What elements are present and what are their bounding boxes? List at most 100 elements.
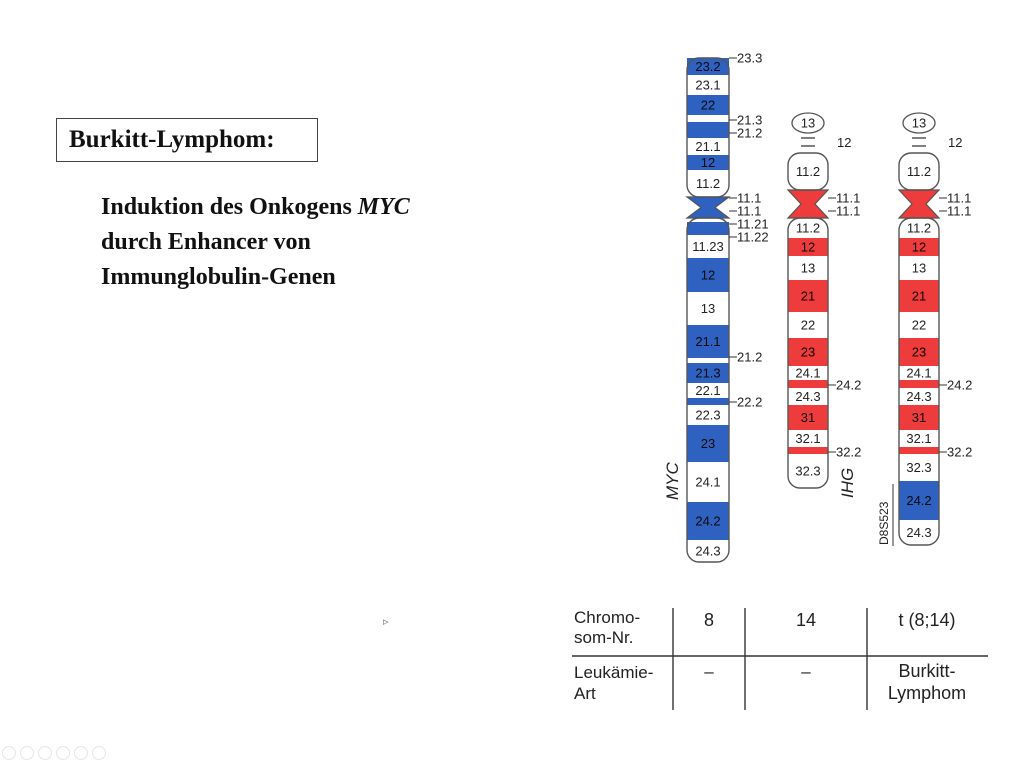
chr14-q-band bbox=[788, 388, 828, 405]
der14-q-band bbox=[899, 481, 939, 520]
table-cell-translocation: t (8;14) bbox=[898, 610, 956, 630]
chr14-side-label: 24.2 bbox=[836, 378, 861, 393]
der14-band-label: 24.3 bbox=[906, 389, 931, 404]
chr8-band-label: 24.3 bbox=[695, 544, 720, 559]
der14-side-label: 11.1 bbox=[947, 204, 971, 219]
chr8-centromere bbox=[685, 196, 731, 219]
chr14-q-band bbox=[788, 380, 828, 388]
chr14-p-arm-outline bbox=[787, 152, 829, 191]
chr8-side-label: 11.22 bbox=[737, 230, 769, 245]
der14-q-arm-outline bbox=[898, 217, 940, 546]
chr14-q-band bbox=[788, 218, 828, 238]
chr14-satellite-label: 13 bbox=[801, 116, 815, 131]
chr8-band-label: 11.23 bbox=[692, 239, 724, 254]
der14-band-label: 11.2 bbox=[907, 164, 931, 179]
chr8-band-label: 23.1 bbox=[695, 78, 720, 93]
der14-q-band bbox=[899, 454, 939, 481]
chr14-q-band bbox=[788, 312, 828, 338]
chr8-q-band bbox=[687, 502, 729, 540]
chr14-band-label: 23 bbox=[801, 345, 815, 360]
chr8-q-band bbox=[687, 425, 729, 462]
chr8-chromosome: 23.223.12221.11211.211.23121321.121.322.… bbox=[663, 51, 769, 563]
prev-slide-icon[interactable] bbox=[2, 746, 16, 760]
mouse-cursor-icon: ▹ bbox=[383, 615, 389, 628]
chr14-q-band bbox=[788, 280, 828, 312]
table-row2-header: Leukämie- Art bbox=[574, 663, 654, 703]
chr8-p-band bbox=[687, 155, 729, 170]
der14-chromosome: 11.2 11.2 12 13 21 22 23 24.1 24.3 31 32.1 32.3 24.2… bbox=[877, 112, 972, 546]
der14-q-band bbox=[899, 218, 939, 238]
der14-q-band bbox=[899, 405, 939, 430]
chr14-satellite bbox=[791, 112, 825, 134]
chr8-q-band bbox=[687, 383, 729, 398]
chr8-p-band bbox=[687, 122, 729, 138]
slide-description: Induktion des Onkogens MYC durch Enhance… bbox=[101, 190, 410, 295]
der14-centromere bbox=[897, 189, 941, 219]
ihg-gene-label: IHG bbox=[838, 468, 857, 498]
chr8-band-label: 12 bbox=[701, 268, 715, 283]
chr8-p-arm-outline bbox=[686, 57, 730, 198]
next-slide-icon[interactable] bbox=[20, 746, 34, 760]
chr8-side-label: 11.21 bbox=[737, 217, 769, 232]
der14-satellite bbox=[902, 112, 936, 134]
chr14-side-label: 32.2 bbox=[836, 445, 861, 460]
pen-icon[interactable] bbox=[38, 746, 52, 760]
der14-band-label: 13 bbox=[912, 261, 926, 276]
myc-gene-label: MYC bbox=[663, 462, 682, 501]
der14-q-band bbox=[899, 447, 939, 454]
description-line-2: durch Enhancer von bbox=[101, 229, 311, 255]
der14-q-band bbox=[899, 388, 939, 405]
slides-icon[interactable] bbox=[56, 746, 70, 760]
chr8-q-band bbox=[687, 358, 729, 363]
chr8-side-label: 21.2 bbox=[737, 350, 762, 365]
der14-stalk-label: 12 bbox=[948, 135, 962, 150]
slide-title: Burkitt-Lymphom: bbox=[56, 118, 318, 162]
der14-q-band bbox=[899, 380, 939, 388]
slide-toolbar bbox=[2, 746, 106, 760]
chr8-band-label: 23 bbox=[701, 436, 715, 451]
description-line-3: Immunglobulin-Genen bbox=[101, 264, 336, 290]
chr14-q-band bbox=[788, 447, 828, 454]
der14-band-label: 32.3 bbox=[906, 460, 931, 475]
chr14-band-label: 12 bbox=[801, 240, 815, 255]
der14-q-band bbox=[899, 256, 939, 280]
zoom-icon[interactable] bbox=[74, 746, 88, 760]
der14-band-label: 12 bbox=[912, 240, 926, 255]
chr14-band-label: 32.3 bbox=[795, 464, 820, 479]
chr8-p-band bbox=[687, 138, 729, 155]
chr8-p-band bbox=[687, 170, 729, 197]
chr8-band-label: 12 bbox=[701, 155, 715, 170]
der14-p-arm-outline bbox=[898, 152, 940, 191]
chr14-q-band bbox=[788, 256, 828, 280]
der14-side-label: 32.2 bbox=[947, 445, 972, 460]
chr14-band-label: 31 bbox=[801, 410, 815, 425]
chr14-stalk-label: 12 bbox=[837, 135, 851, 150]
chr8-q-band bbox=[687, 218, 729, 222]
chr8-band-label: 21.1 bbox=[695, 139, 720, 154]
chr8-band-label: 24.2 bbox=[695, 514, 720, 529]
der14-q-band bbox=[899, 520, 939, 545]
chr14-q-band bbox=[788, 430, 828, 447]
table-cell-leukemia-8: – bbox=[704, 662, 714, 681]
chr8-p-band bbox=[687, 95, 729, 115]
chromosomes-layer: 23.223.12221.11211.211.23121321.121.322.… bbox=[663, 51, 972, 563]
der14-side-label: 24.2 bbox=[947, 378, 972, 393]
myc-gene-name: MYC bbox=[357, 194, 410, 220]
der14-band-label: 24.2 bbox=[906, 493, 931, 508]
chr8-side-label: 11.1 bbox=[737, 204, 761, 219]
chr8-band-label: 11.2 bbox=[696, 176, 720, 191]
chr14-p-band bbox=[788, 153, 828, 190]
der14-side-label: 11.1 bbox=[947, 191, 971, 206]
d8s523-marker-label: D8S523 bbox=[877, 501, 891, 545]
table-grid bbox=[572, 608, 988, 710]
table-cell-leukemia-14: – bbox=[801, 662, 811, 681]
chr8-side-label: 22.2 bbox=[737, 395, 762, 410]
table-cell-chr14: 14 bbox=[795, 610, 817, 630]
chr8-q-band bbox=[687, 292, 729, 325]
chr14-q-band bbox=[788, 338, 828, 366]
more-icon[interactable] bbox=[92, 746, 106, 760]
chr8-p-band bbox=[687, 58, 729, 75]
chr8-q-band bbox=[687, 540, 729, 562]
chr14-centromere bbox=[786, 189, 830, 219]
chr14-band-label: 11.2 bbox=[796, 221, 820, 236]
